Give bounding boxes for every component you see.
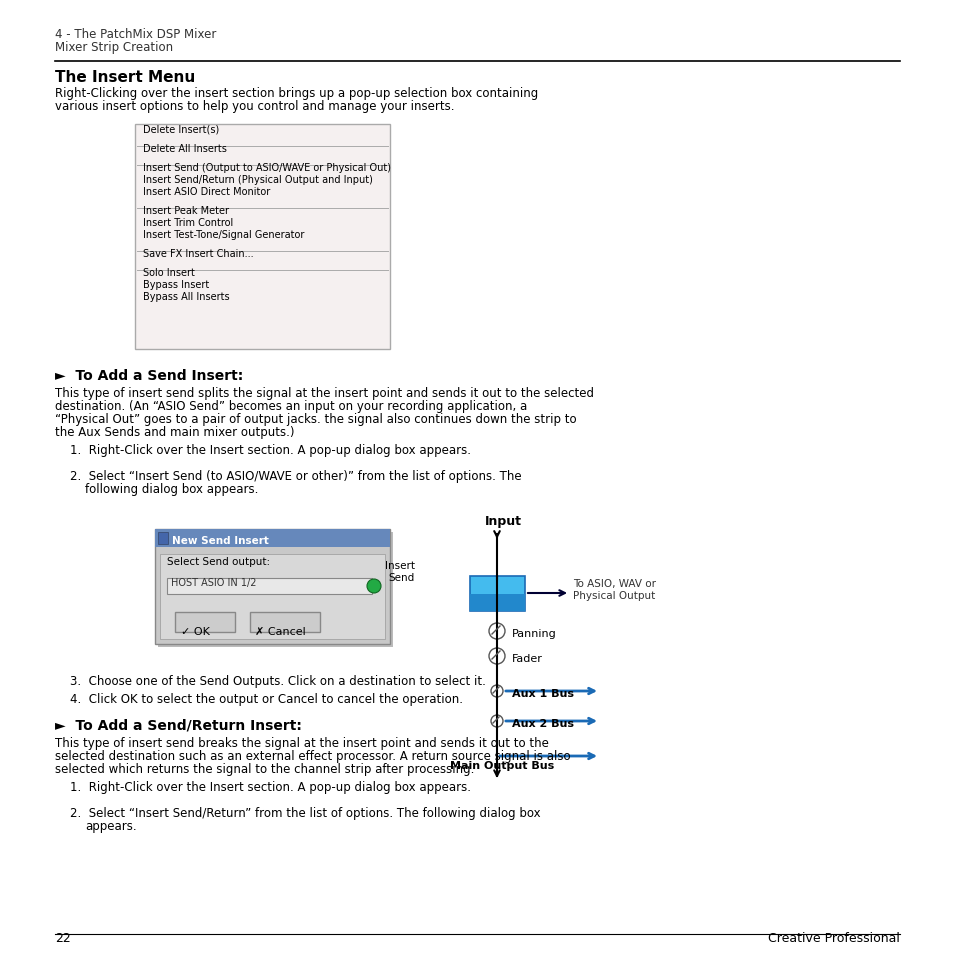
Text: the Aux Sends and main mixer outputs.): the Aux Sends and main mixer outputs.) <box>55 426 294 438</box>
Text: Input: Input <box>484 515 521 527</box>
Circle shape <box>489 648 504 664</box>
Text: 2.  Select “Insert Send/Return” from the list of options. The following dialog b: 2. Select “Insert Send/Return” from the … <box>70 806 540 820</box>
Bar <box>135 125 390 350</box>
Circle shape <box>491 685 502 698</box>
Bar <box>154 530 390 644</box>
Text: Insert Send/Return (Physical Output and Input): Insert Send/Return (Physical Output and … <box>143 174 373 185</box>
Text: ►  To Add a Send Insert:: ► To Add a Send Insert: <box>55 369 243 382</box>
Text: Insert ASIO Direct Monitor: Insert ASIO Direct Monitor <box>143 187 270 196</box>
Text: “Physical Out” goes to a pair of output jacks. the signal also continues down th: “Physical Out” goes to a pair of output … <box>55 413 576 426</box>
Text: 3.  Choose one of the Send Outputs. Click on a destination to select it.: 3. Choose one of the Send Outputs. Click… <box>70 675 485 687</box>
Circle shape <box>491 716 502 727</box>
Text: Mixer Strip Creation: Mixer Strip Creation <box>55 41 172 54</box>
Bar <box>160 555 385 639</box>
Text: Creative Professional: Creative Professional <box>767 931 899 944</box>
Text: 1.  Right-Click over the Insert section. A pop-up dialog box appears.: 1. Right-Click over the Insert section. … <box>70 781 471 793</box>
Text: The Insert Menu: The Insert Menu <box>55 70 195 85</box>
Text: Bypass Insert: Bypass Insert <box>143 280 209 290</box>
Text: Aux 2 Bus: Aux 2 Bus <box>512 719 574 728</box>
Text: 1.  Right-Click over the Insert section. A pop-up dialog box appears.: 1. Right-Click over the Insert section. … <box>70 443 471 456</box>
Text: Insert: Insert <box>385 560 415 571</box>
Text: This type of insert send breaks the signal at the insert point and sends it out : This type of insert send breaks the sign… <box>55 737 548 749</box>
Bar <box>158 533 168 544</box>
Text: Send: Send <box>388 573 415 582</box>
Text: To ASIO, WAV or: To ASIO, WAV or <box>573 578 656 588</box>
Text: Select Send output:: Select Send output: <box>167 557 270 566</box>
Bar <box>174 613 234 633</box>
Text: Insert Send (Output to ASIO/WAVE or Physical Out): Insert Send (Output to ASIO/WAVE or Phys… <box>143 163 391 172</box>
Text: This type of insert send splits the signal at the insert point and sends it out : This type of insert send splits the sign… <box>55 387 594 399</box>
Circle shape <box>489 623 504 639</box>
Text: ✗ Cancel: ✗ Cancel <box>254 626 305 637</box>
Text: Insert Test-Tone/Signal Generator: Insert Test-Tone/Signal Generator <box>143 230 304 240</box>
Text: Solo Insert: Solo Insert <box>143 268 194 277</box>
Text: ✓ OK: ✓ OK <box>181 626 210 637</box>
Text: Delete All Inserts: Delete All Inserts <box>143 144 227 153</box>
Text: Delete Insert(s): Delete Insert(s) <box>143 125 219 135</box>
Text: selected which returns the signal to the channel strip after processing.: selected which returns the signal to the… <box>55 762 474 775</box>
Text: 4.  Click OK to select the output or Cancel to cancel the operation.: 4. Click OK to select the output or Canc… <box>70 692 462 705</box>
Text: ►  To Add a Send/Return Insert:: ► To Add a Send/Return Insert: <box>55 719 301 732</box>
Text: destination. (An “ASIO Send” becomes an input on your recording application, a: destination. (An “ASIO Send” becomes an … <box>55 399 527 413</box>
Text: Bypass All Inserts: Bypass All Inserts <box>143 292 230 302</box>
Bar <box>470 577 524 612</box>
Text: 4 - The PatchMix DSP Mixer: 4 - The PatchMix DSP Mixer <box>55 28 216 41</box>
Text: 22: 22 <box>55 931 71 944</box>
Text: selected destination such as an external effect processor. A return source signa: selected destination such as an external… <box>55 749 570 762</box>
Text: 2.  Select “Insert Send (to ASIO/WAVE or other)” from the list of options. The: 2. Select “Insert Send (to ASIO/WAVE or … <box>70 470 521 482</box>
Text: HOST ASIO IN 1/2: HOST ASIO IN 1/2 <box>171 578 256 587</box>
Text: following dialog box appears.: following dialog box appears. <box>85 482 258 496</box>
Text: Physical Output: Physical Output <box>573 590 655 600</box>
Bar <box>158 533 393 647</box>
Text: Aux 1 Bus: Aux 1 Bus <box>512 688 574 699</box>
Circle shape <box>367 579 380 594</box>
Bar <box>167 578 372 595</box>
Text: New Send Insert: New Send Insert <box>172 536 269 545</box>
Text: Panning: Panning <box>512 628 557 639</box>
Text: Right-Clicking over the insert section brings up a pop-up selection box containi: Right-Clicking over the insert section b… <box>55 87 537 100</box>
Text: appears.: appears. <box>85 820 136 832</box>
Bar <box>470 595 524 612</box>
Text: various insert options to help you control and manage your inserts.: various insert options to help you contr… <box>55 100 454 112</box>
Bar <box>250 613 319 633</box>
Text: Main Output Bus: Main Output Bus <box>450 760 554 770</box>
Bar <box>154 530 390 547</box>
Text: Insert Peak Meter: Insert Peak Meter <box>143 206 229 215</box>
Text: Save FX Insert Chain...: Save FX Insert Chain... <box>143 249 253 258</box>
Text: Insert Trim Control: Insert Trim Control <box>143 218 233 228</box>
Text: Fader: Fader <box>512 654 542 663</box>
